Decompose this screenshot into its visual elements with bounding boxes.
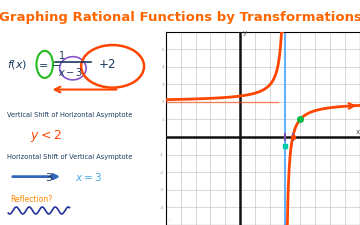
Text: $= -$: $= -$ <box>36 59 62 69</box>
Text: $y < 2$: $y < 2$ <box>30 128 62 144</box>
Text: ...: ... <box>167 218 171 223</box>
Text: Graphing Rational Functions by Transformations: Graphing Rational Functions by Transform… <box>0 11 360 24</box>
Text: $3$: $3$ <box>45 171 53 183</box>
Text: $x-3$: $x-3$ <box>58 66 83 78</box>
Text: $+2$: $+2$ <box>98 58 116 71</box>
Text: $1$: $1$ <box>58 49 65 61</box>
Text: x: x <box>356 128 360 135</box>
Text: y: y <box>243 30 247 36</box>
Text: Horizontal Shift of Vertical Asymptote: Horizontal Shift of Vertical Asymptote <box>6 154 132 160</box>
Text: Reflection?: Reflection? <box>10 195 52 204</box>
Text: $f(x)$: $f(x)$ <box>6 58 27 71</box>
Text: $x=3$: $x=3$ <box>75 171 102 183</box>
Text: Vertical Shift of Horizontal Asymptote: Vertical Shift of Horizontal Asymptote <box>6 112 132 118</box>
